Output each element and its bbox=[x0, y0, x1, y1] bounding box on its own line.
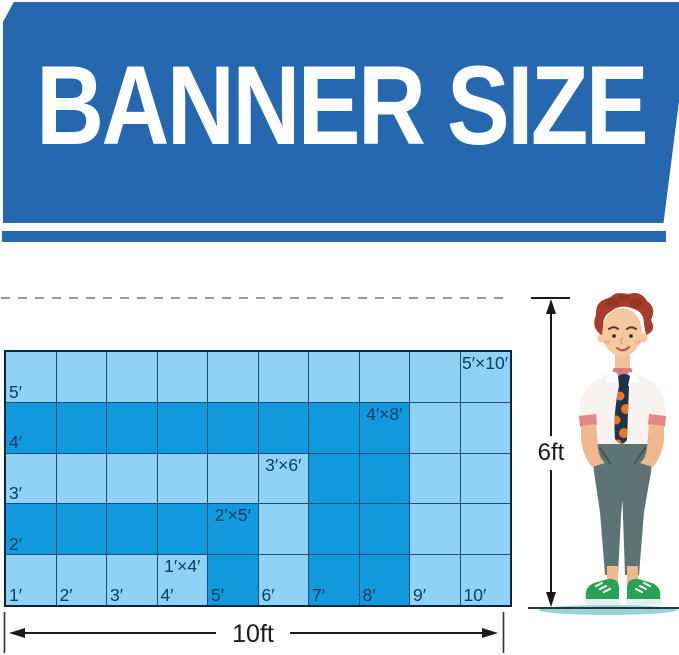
column-label: 3′ bbox=[110, 584, 124, 605]
grid-cell bbox=[309, 453, 359, 504]
grid-cell: 10′ bbox=[460, 555, 510, 605]
grid-cell bbox=[410, 504, 460, 555]
row-label: 3′ bbox=[9, 483, 23, 504]
grid-cell bbox=[258, 504, 308, 555]
grid-cell bbox=[258, 352, 308, 402]
column-label: 8′ bbox=[362, 584, 376, 605]
grid-cell: 5′ bbox=[6, 352, 56, 402]
grid-cell bbox=[107, 402, 157, 453]
grid-cell bbox=[460, 504, 510, 555]
grid-cell: 7′ bbox=[309, 555, 359, 605]
grid-cell: 3′ bbox=[107, 555, 157, 605]
banner-size-label: 1′×4′ bbox=[164, 556, 201, 577]
grid-cell: 2′ bbox=[56, 555, 106, 605]
grid-cell: 2′ bbox=[6, 504, 56, 555]
grid-cell bbox=[208, 453, 258, 504]
grid-cell: 4′×8′ bbox=[359, 402, 409, 453]
grid-cell: 2′×5′ bbox=[208, 504, 258, 555]
grid-cell: 6′ bbox=[258, 555, 308, 605]
man-figure bbox=[578, 293, 667, 605]
grid-cell: 9′ bbox=[410, 555, 460, 605]
banner-size-label: 4′×8′ bbox=[366, 403, 403, 424]
grid-cell bbox=[157, 453, 207, 504]
grid-cell: 5′ bbox=[208, 555, 258, 605]
grid-cell: 1′×4′ 4′ bbox=[157, 555, 207, 605]
grid-cell bbox=[157, 504, 207, 555]
grid-cell: 5′×10′ bbox=[460, 352, 510, 402]
column-label: 6′ bbox=[261, 584, 275, 605]
page-title: BANNER SIZE bbox=[36, 43, 649, 168]
column-label: 7′ bbox=[312, 584, 326, 605]
row-label: 5′ bbox=[9, 381, 23, 402]
grid-cell bbox=[56, 352, 106, 402]
grid-cell bbox=[359, 504, 409, 555]
column-label: 4′ bbox=[160, 584, 174, 605]
grid-cell: 4′ bbox=[6, 402, 56, 453]
grid-cell bbox=[208, 352, 258, 402]
column-label: 2′ bbox=[59, 584, 73, 605]
grid-cell bbox=[107, 453, 157, 504]
grid-cell bbox=[359, 352, 409, 402]
row-label: 4′ bbox=[9, 432, 23, 453]
grid-cell bbox=[107, 352, 157, 402]
grid-cell bbox=[56, 453, 106, 504]
header-underline bbox=[2, 231, 666, 242]
banner-size-label: 5′×10′ bbox=[462, 353, 508, 373]
grid-cell bbox=[309, 402, 359, 453]
arrow-left-icon bbox=[9, 628, 25, 638]
grid-cell bbox=[460, 453, 510, 504]
grid-cell bbox=[410, 402, 460, 453]
banner-size-label: 2′×5′ bbox=[214, 505, 251, 526]
grid-cell bbox=[56, 504, 106, 555]
grid-cell bbox=[410, 453, 460, 504]
grid-cell bbox=[157, 352, 207, 402]
grid-cell bbox=[410, 352, 460, 402]
grid-cell bbox=[258, 402, 308, 453]
header-banner: BANNER SIZE bbox=[3, 2, 679, 223]
row-label: 2′ bbox=[9, 533, 23, 554]
grid-cell bbox=[309, 352, 359, 402]
width-dim-label: 10ft bbox=[232, 620, 274, 648]
grid-cell: 3′×6′ bbox=[258, 453, 308, 504]
grid-cell bbox=[208, 402, 258, 453]
banner-size-label: 3′×6′ bbox=[265, 454, 302, 475]
grid-cell: 1′ bbox=[6, 555, 56, 605]
size-grid: 5′ 5′×10′ 4′ 4′×8′ 3′ 3′×6′ 2′ 2′×5′ 1′ 2′ 3′ 1′×4′… bbox=[4, 350, 512, 607]
grid-cell bbox=[157, 402, 207, 453]
arrow-right-icon bbox=[482, 628, 498, 638]
column-label: 10′ bbox=[463, 584, 487, 605]
grid-cell bbox=[309, 504, 359, 555]
man-illustration bbox=[578, 293, 667, 605]
grid-cell bbox=[359, 453, 409, 504]
grid-cell bbox=[56, 402, 106, 453]
grid-cell bbox=[460, 402, 510, 453]
column-label: 5′ bbox=[211, 584, 225, 605]
grid-cell: 8′ bbox=[359, 555, 409, 605]
column-label: 1′ bbox=[9, 584, 23, 605]
column-label: 9′ bbox=[413, 584, 427, 605]
grid-cell bbox=[107, 504, 157, 555]
grid-cell: 3′ bbox=[6, 453, 56, 504]
